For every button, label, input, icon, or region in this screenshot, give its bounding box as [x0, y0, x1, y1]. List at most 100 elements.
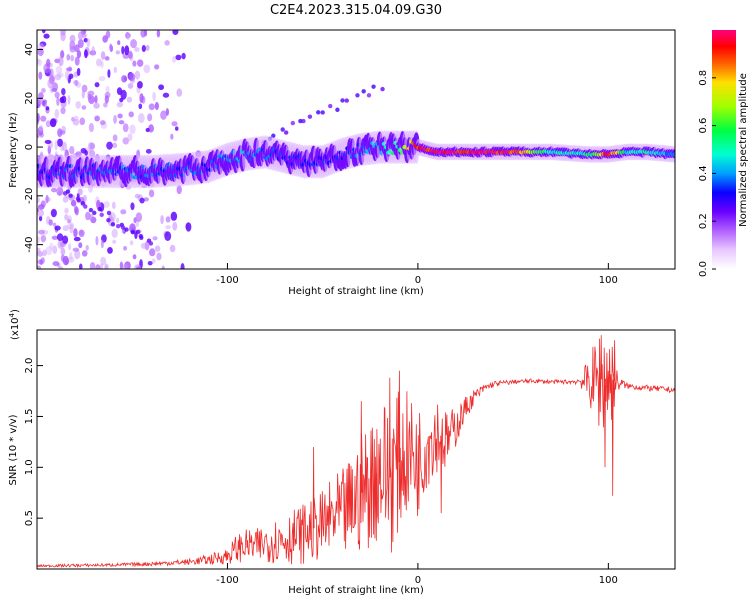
heatmap-noise-blob — [164, 231, 172, 242]
heatmap-streak-blob — [75, 196, 81, 201]
heatmap-noise-blob — [52, 245, 58, 254]
colorbar-gradient — [712, 30, 736, 269]
heatmap-noise-blob — [45, 246, 53, 256]
heatmap-noise-blob — [126, 96, 133, 103]
heatmap-noise-blob — [137, 113, 145, 124]
heatmap-noise-blob — [130, 38, 138, 49]
heatmap-noise-blob — [54, 225, 61, 231]
heatmap-noise-blob — [54, 73, 62, 81]
heatmap-noise-blob — [123, 245, 128, 251]
heatmap-noise-blob — [73, 236, 81, 242]
heatmap-noise-blob — [132, 60, 137, 67]
heatmap-noise-blob — [100, 51, 106, 60]
heatmap-noise-blob — [48, 219, 53, 226]
heatmap-noise-blob — [78, 263, 83, 269]
heatmap-noise-blob — [161, 265, 165, 269]
heatmap-noise-blob — [88, 213, 94, 221]
heatmap-noise-blob — [128, 111, 134, 118]
heatmap-streak-blob — [88, 207, 94, 213]
heatmap-noise-blob — [41, 88, 46, 93]
heatmap-noise-blob — [57, 128, 63, 138]
heatmap-noise-blob — [135, 212, 143, 223]
heatmap-noise-blob — [60, 247, 66, 256]
snr-ylabel: SNR (10 * v/v) — [8, 414, 19, 485]
spectrogram-xtick-label: -100 — [216, 275, 239, 286]
snr-ytick-label: 1.0 — [24, 459, 35, 475]
spectrogram-ytick-label: -20 — [24, 188, 35, 204]
heatmap-noise-blob — [88, 122, 95, 133]
heatmap-noise-blob — [145, 44, 150, 51]
figure-title: C2E4.2023.315.04.09.G30 — [270, 3, 442, 18]
heatmap-noise-blob — [64, 70, 70, 80]
heatmap-noise-blob — [95, 264, 101, 269]
heatmap-streak-blob — [106, 217, 111, 223]
heatmap-noise-blob — [99, 263, 104, 269]
heatmap-noise-blob — [37, 265, 42, 269]
snr-ytick-label: 0.5 — [24, 510, 35, 526]
heatmap-noise-blob — [128, 50, 133, 60]
heatmap-noise-blob — [57, 138, 64, 147]
heatmap-noise-blob — [120, 209, 127, 215]
heatmap-noise-blob — [69, 45, 76, 53]
heatmap-noise-blob — [170, 211, 178, 221]
heatmap-noise-blob — [165, 225, 171, 230]
heatmap-noise-blob — [140, 30, 146, 38]
heatmap-noise-blob — [139, 93, 144, 104]
heatmap-noise-blob — [70, 54, 75, 62]
heatmap-noise-blob — [72, 247, 80, 252]
spectrogram-ylabel: Frequency (Hz) — [8, 112, 19, 188]
heatmap-noise-blob — [49, 68, 54, 77]
heatmap-streak-blob — [283, 130, 289, 135]
heatmap-noise-blob — [91, 45, 96, 56]
heatmap-noise-blob — [136, 59, 144, 67]
heatmap-noise-blob — [111, 228, 118, 239]
heatmap-noise-blob — [77, 39, 84, 49]
heatmap-streak-blob — [366, 93, 372, 98]
heatmap-noise-blob — [62, 225, 69, 232]
heatmap-noise-blob — [94, 95, 98, 104]
heatmap-streak-blob — [344, 98, 349, 103]
heatmap-core — [672, 152, 675, 157]
snr-ytick-label: 1.5 — [24, 408, 35, 424]
heatmap-noise-blob — [74, 249, 81, 260]
heatmap-noise-blob — [52, 222, 57, 227]
heatmap-noise-blob — [100, 239, 104, 249]
heatmap-noise-blob — [109, 43, 113, 51]
colorbar: 0.0 0.2 0.4 0.6 0.8 Normalized spectral ampl… — [698, 30, 749, 277]
heatmap-noise-blob — [37, 209, 45, 217]
heatmap-streak-blob — [271, 133, 276, 138]
heatmap-noise-blob — [60, 107, 66, 115]
heatmap-noise-blob — [156, 30, 161, 38]
heatmap-streak-blob — [139, 235, 144, 240]
snr-multiplier: (x104) — [8, 309, 21, 340]
snr-ytick-label: 2.0 — [24, 358, 35, 374]
heatmap-streak-blob — [135, 229, 141, 235]
heatmap-noise-blob — [145, 148, 152, 154]
heatmap-streak-blob — [92, 210, 97, 216]
colorbar-tick-label: 0.6 — [698, 118, 709, 134]
heatmap-noise-blob — [121, 45, 125, 55]
heatmap-noise-blob — [106, 141, 113, 150]
heatmap-noise-blob — [37, 59, 43, 67]
heatmap-noise-blob — [126, 33, 130, 41]
heatmap-streak-blob — [97, 206, 102, 212]
heatmap-noise-blob — [154, 64, 160, 70]
heatmap-noise-blob — [38, 204, 45, 210]
heatmap-noise-blob — [38, 71, 43, 80]
heatmap-noise-blob — [148, 103, 155, 111]
heatmap-noise-blob — [37, 133, 40, 139]
heatmap-noise-blob — [134, 47, 140, 52]
heatmap-noise-blob — [41, 30, 46, 34]
heatmap-noise-blob — [37, 207, 40, 213]
heatmap-noise-blob — [52, 261, 60, 267]
heatmap-noise-blob — [42, 101, 47, 108]
heatmap-noise-blob — [104, 56, 110, 61]
heatmap-noise-blob — [107, 69, 111, 78]
heatmap-noise-blob — [119, 97, 124, 103]
heatmap-noise-blob — [76, 67, 81, 77]
heatmap-noise-blob — [37, 196, 40, 204]
snr-multiplier-base: (x10 — [10, 317, 21, 340]
heatmap-streak-blob — [316, 110, 321, 115]
heatmap-noise-blob — [58, 266, 64, 269]
heatmap-noise-blob — [45, 120, 51, 128]
